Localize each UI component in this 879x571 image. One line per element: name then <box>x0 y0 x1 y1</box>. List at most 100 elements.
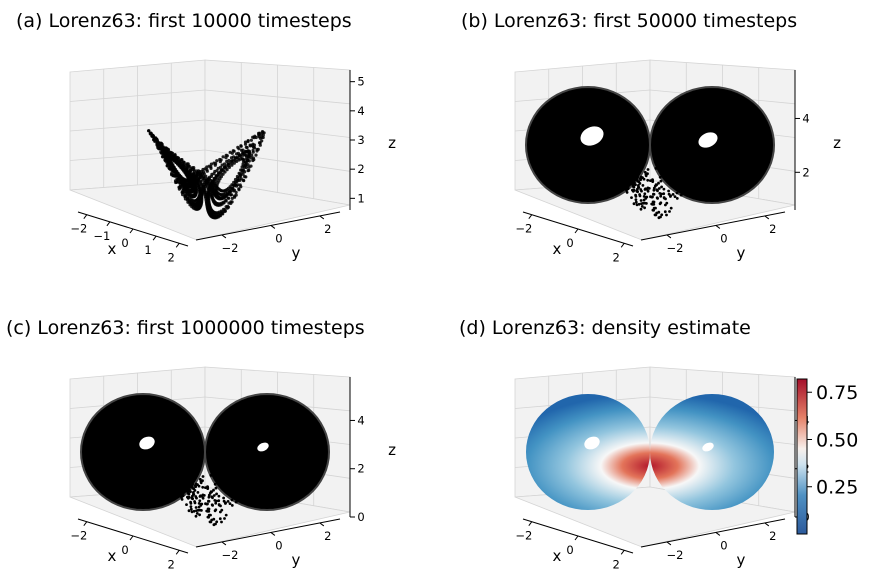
data-point <box>173 466 177 469</box>
data-point <box>221 167 225 171</box>
data-point <box>217 494 221 498</box>
data-point <box>634 200 638 204</box>
data-point <box>173 170 177 174</box>
data-point <box>644 174 648 178</box>
data-point <box>214 175 218 180</box>
data-point <box>662 167 666 171</box>
data-point <box>196 491 200 494</box>
data-point <box>217 499 221 503</box>
data-point <box>643 188 647 191</box>
z-tick-label: 3 <box>357 133 364 147</box>
data-point <box>212 178 216 182</box>
x-tick-label: 1 <box>144 243 151 257</box>
y-axis-label: y <box>737 244 746 262</box>
data-point <box>247 159 251 163</box>
data-point <box>652 188 656 192</box>
x-axis-label: x <box>108 240 117 258</box>
data-point <box>616 173 620 177</box>
data-point <box>219 209 223 213</box>
data-point <box>617 168 621 172</box>
data-point <box>237 147 241 151</box>
data-point <box>212 517 216 521</box>
data-point <box>243 477 247 481</box>
data-point <box>183 473 187 476</box>
data-point <box>641 201 645 205</box>
data-point <box>154 447 157 451</box>
y-tick-label: −2 <box>666 241 683 255</box>
data-point <box>242 165 246 169</box>
subplot-title: (b) Lorenz63: first 50000 timesteps <box>461 10 797 32</box>
y-axis-label: y <box>737 551 746 569</box>
data-point <box>257 141 262 145</box>
data-point <box>205 502 209 506</box>
data-point <box>154 137 158 141</box>
data-point <box>663 158 667 161</box>
data-point <box>234 190 238 194</box>
data-point <box>225 192 230 196</box>
data-point <box>609 150 613 154</box>
data-point <box>165 468 169 471</box>
data-point <box>209 174 214 178</box>
data-point <box>621 160 624 164</box>
data-point <box>695 136 699 140</box>
data-point <box>228 161 232 165</box>
data-point <box>167 166 171 170</box>
x-tick <box>152 235 157 241</box>
data-point <box>675 191 679 195</box>
data-point <box>172 154 176 158</box>
data-point <box>215 159 219 163</box>
data-point <box>204 179 208 183</box>
data-point <box>247 165 251 169</box>
data-point <box>151 134 155 138</box>
data-point <box>657 216 661 220</box>
data-point <box>213 482 217 486</box>
data-point <box>257 135 261 139</box>
data-point <box>156 450 160 453</box>
data-point <box>232 155 236 159</box>
y-axis-line <box>640 211 786 241</box>
left-lobe <box>79 392 207 512</box>
data-point <box>619 181 623 184</box>
data-point <box>205 509 209 513</box>
data-point <box>656 189 659 193</box>
data-point <box>185 191 189 196</box>
data-point <box>196 508 200 512</box>
data-point <box>612 157 615 161</box>
data-point <box>242 151 246 155</box>
data-point <box>257 439 260 442</box>
data-point <box>180 465 183 469</box>
data-point <box>250 443 254 447</box>
z-tick-label: 4 <box>802 111 809 125</box>
data-point <box>214 508 218 512</box>
data-point <box>238 183 242 187</box>
data-point <box>192 491 195 494</box>
data-point <box>219 483 223 487</box>
colorbar-gradient <box>796 378 808 535</box>
data-point <box>218 517 222 521</box>
data-point <box>251 148 255 152</box>
data-point <box>660 213 664 217</box>
subplot-title: (c) Lorenz63: first 1000000 timesteps <box>6 317 365 339</box>
data-point <box>668 168 672 172</box>
x-tick <box>574 535 579 541</box>
data-point <box>251 451 255 455</box>
data-point <box>647 187 651 190</box>
right-hole <box>702 442 714 452</box>
right-hole <box>257 442 269 452</box>
data-point <box>183 189 187 193</box>
data-point <box>197 502 201 505</box>
data-point <box>198 513 202 517</box>
data-point <box>234 489 238 493</box>
data-point <box>192 171 196 175</box>
data-point <box>217 503 221 506</box>
data-point <box>655 183 658 187</box>
data-point <box>626 162 630 165</box>
data-point <box>654 206 657 210</box>
data-point <box>652 200 656 204</box>
data-point <box>665 201 669 205</box>
data-point <box>650 195 654 199</box>
data-point <box>200 174 204 178</box>
z-tick-label: 0 <box>357 510 364 524</box>
colorbar: 0.25 0.50 0.75 <box>796 378 858 535</box>
data-point <box>683 176 686 180</box>
